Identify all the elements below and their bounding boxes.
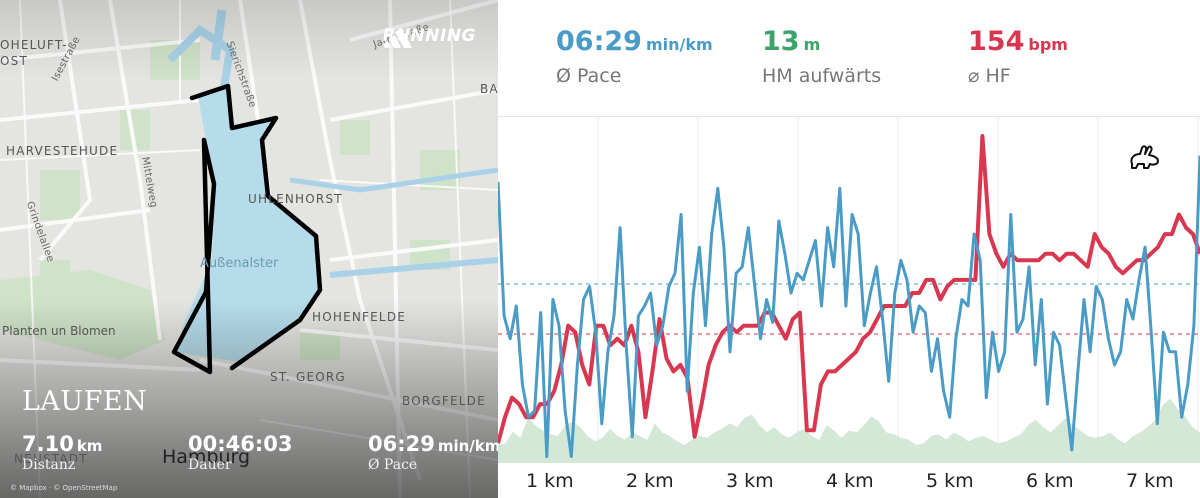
metric-pace-caption: Ø Pace [556,65,622,87]
map-label-ba: BA [480,82,498,96]
pace-value: 06:29 [368,432,435,456]
x-tick-label: 2 km [626,470,674,492]
metric-elevation-value: 13 [762,26,800,57]
activity-title: LAUFEN [22,386,148,417]
metric-elevation: 13 m HM aufwärts [762,26,881,87]
duration-value: 00:46:03 [188,432,293,456]
x-tick-label: 3 km [726,470,774,492]
metric-heartrate-caption: ⌀ HF [968,65,1011,87]
heartrate-line [498,134,1200,444]
pace-line [498,155,1200,458]
stat-duration: 00:46:03 Dauer [188,432,292,473]
map-label-ost: OST [0,54,28,68]
x-tick-label: 4 km [826,470,874,492]
metric-heartrate-unit: bpm [1028,35,1068,54]
duration-label: Dauer [188,457,232,473]
map-label-aussenalster: Außenalster [200,256,279,271]
x-tick-label: 7 km [1126,470,1174,492]
distance-value: 7.10 [22,432,74,456]
map-label-uhlenhorst: UHLENHORST [248,192,343,206]
map-label-stgeorg: ST. GEORG [270,370,346,384]
pace-label: Ø Pace [368,457,418,473]
distance-unit: km [76,437,103,455]
elevation-area [498,398,1200,463]
map-label-hoheluft: OHELUFT- [0,38,68,52]
map-label-harvestehude: HARVESTEHUDE [6,144,119,158]
adidas-logo-icon [382,28,412,48]
map-attribution: © Mapbox · © OpenStreetMap [10,484,118,492]
metric-elevation-unit: m [803,35,821,54]
metric-heartrate: 154 bpm ⌀ HF [968,26,1068,87]
metric-pace: 06:29 min/km Ø Pace [556,26,713,87]
stats-panel: 06:29 min/km Ø Pace 13 m HM aufwärts 154 bp… [498,0,1200,498]
x-tick-label: 1 km [526,470,574,492]
rabbit-pacer-icon[interactable] [1128,142,1162,172]
distance-label: Distanz [22,457,76,473]
metric-pace-unit: min/km [645,35,713,54]
route-map[interactable]: OHELUFT- OST HARVESTEHUDE UHLENHORST Auß… [0,0,498,498]
map-label-planten: Planten un Blomen [2,324,116,338]
metric-pace-value: 06:29 [556,26,642,57]
brand: RUNNING [382,26,476,48]
map-label-neustadt: NEUSTADT [14,452,88,466]
x-tick-label: 5 km [926,470,974,492]
stat-pace: 06:29 min/km Ø Pace [368,432,498,473]
map-canvas [0,0,498,498]
metric-elevation-caption: HM aufwärts [762,65,882,87]
stat-distance: 7.10 km Distanz [22,432,102,473]
summary-bar: 06:29 min/km Ø Pace 13 m HM aufwärts 154 bp… [498,0,1200,117]
x-tick-label: 6 km [1026,470,1074,492]
metric-heartrate-value: 154 [968,26,1025,57]
map-label-hamburg: Hamburg [162,446,251,468]
map-label-hohenfelde: HOHENFELDE [312,310,407,324]
map-label-borgfelde: BORGFELDE [402,394,486,408]
pace-heartrate-chart[interactable] [498,116,1200,498]
pace-unit: min/km [437,437,498,455]
